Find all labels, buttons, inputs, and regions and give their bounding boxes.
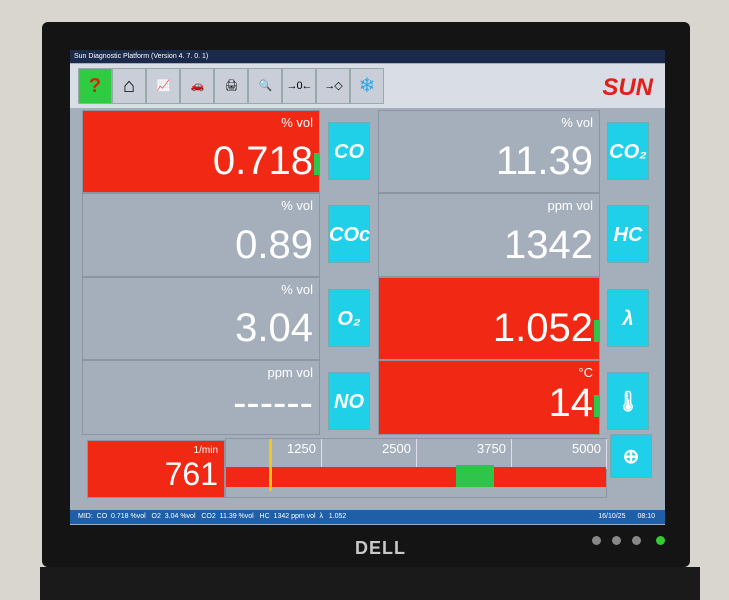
- hc-tag-button[interactable]: HC: [607, 205, 649, 263]
- no-value: ------: [233, 381, 313, 425]
- co2-panel: % vol 11.39: [378, 110, 600, 193]
- thermometer-icon[interactable]: 🌡: [607, 372, 649, 430]
- monitor-brand: DELL: [355, 538, 406, 558]
- hc-panel: ppm vol 1342: [378, 193, 600, 277]
- lambda-tag-button[interactable]: λ: [607, 289, 649, 347]
- o2-value: 3.04: [235, 306, 313, 350]
- home-icon[interactable]: ⌂: [112, 68, 146, 104]
- rpm-gauge-icon[interactable]: ⊕: [610, 434, 652, 478]
- power-button[interactable]: [656, 536, 665, 545]
- co-tag-button[interactable]: CO: [328, 122, 370, 180]
- monitor-button[interactable]: [612, 536, 621, 545]
- lambda-panel: 1.052: [378, 277, 600, 360]
- zero-calibrate-icon[interactable]: →0←: [282, 68, 316, 104]
- help-icon[interactable]: ?: [78, 68, 112, 104]
- magnifier-icon[interactable]: 🔍: [248, 68, 282, 104]
- co2-unit: % vol: [561, 115, 593, 130]
- no-panel: ppm vol ------: [82, 360, 320, 435]
- coc-tag-button[interactable]: COc: [328, 205, 370, 263]
- window-title: Sun Diagnostic Platform (Version 4. 7. 0…: [70, 50, 665, 63]
- co2-value: 11.39: [495, 139, 593, 183]
- coc-unit: % vol: [281, 198, 313, 213]
- status-time: 08:10: [637, 513, 655, 520]
- snowflake-icon[interactable]: ❄: [350, 68, 384, 104]
- rpm-gridline: [416, 439, 417, 469]
- lambda-value: 1.052: [492, 306, 593, 350]
- graph-icon[interactable]: 📈: [146, 68, 180, 104]
- rpm-tick-label: 3750: [477, 441, 506, 456]
- lambda-range-indicator: [594, 320, 600, 342]
- rpm-scale: 1250 2500 3750 5000: [225, 438, 607, 498]
- car-icon[interactable]: 🚗: [180, 68, 214, 104]
- rpm-bar: [226, 467, 606, 487]
- rpm-gridline: [511, 439, 512, 469]
- hc-value: 1342: [504, 223, 593, 267]
- o2-panel: % vol 3.04: [82, 277, 320, 360]
- status-date: 16/10/25: [598, 513, 626, 520]
- toolbar: SUN ? ⌂ 📈 🚗 🖨 🔍 →0← →◇ ❄: [70, 64, 665, 108]
- co-range-indicator: [314, 153, 320, 175]
- o2-unit: % vol: [281, 282, 313, 297]
- printer-icon[interactable]: 🖨: [214, 68, 248, 104]
- temp-value: 14: [548, 381, 594, 425]
- rpm-value: 761: [164, 456, 218, 492]
- status-text: MID: CO 0.718 %vol O2 3.04 %vol CO2 11.3…: [78, 513, 347, 520]
- screen: Sun Diagnostic Platform (Version 4. 7. 0…: [70, 50, 665, 525]
- rpm-target-zone: [456, 465, 494, 487]
- no-unit: ppm vol: [267, 365, 313, 380]
- monitor-button[interactable]: [632, 536, 641, 545]
- rpm-tick-label: 2500: [382, 441, 411, 456]
- temp-range-indicator: [594, 395, 600, 417]
- hc-unit: ppm vol: [547, 198, 593, 213]
- temp-unit: °C: [578, 365, 593, 380]
- co-panel: % vol 0.718: [82, 110, 320, 193]
- rpm-tick-label: 1250: [287, 441, 316, 456]
- rpm-marker: [269, 439, 273, 491]
- status-bar: MID: CO 0.718 %vol O2 3.04 %vol CO2 11.3…: [70, 510, 665, 524]
- rpm-tick-label: 5000: [572, 441, 601, 456]
- coc-value: 0.89: [235, 223, 313, 267]
- rpm-unit: 1/min: [193, 445, 218, 456]
- monitor-stand: [40, 567, 700, 600]
- sun-logo: SUN: [602, 74, 653, 101]
- rpm-panel: 1/min 761: [87, 440, 225, 498]
- rpm-gridline: [321, 439, 322, 469]
- input-icon[interactable]: →◇: [316, 68, 350, 104]
- temp-panel: °C 14: [378, 360, 600, 435]
- rpm-gridline: [606, 439, 607, 469]
- co-value: 0.718: [212, 139, 313, 183]
- monitor-button[interactable]: [592, 536, 601, 545]
- coc-panel: % vol 0.89: [82, 193, 320, 277]
- co2-tag-button[interactable]: CO₂: [607, 122, 649, 180]
- co-unit: % vol: [281, 115, 313, 130]
- o2-tag-button[interactable]: O₂: [328, 289, 370, 347]
- no-tag-button[interactable]: NO: [328, 372, 370, 430]
